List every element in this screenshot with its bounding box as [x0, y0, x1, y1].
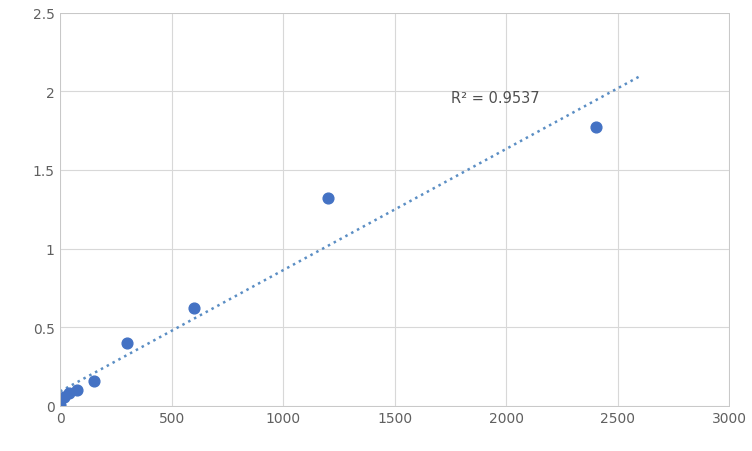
Point	[71, 387, 83, 394]
Point	[121, 340, 133, 347]
Point	[188, 305, 200, 312]
Point	[590, 124, 602, 132]
Text: R² = 0.9537: R² = 0.9537	[450, 91, 539, 106]
Point	[87, 377, 99, 384]
Point	[54, 402, 66, 409]
Point	[62, 390, 74, 397]
Point	[322, 195, 334, 202]
Point	[59, 394, 71, 401]
